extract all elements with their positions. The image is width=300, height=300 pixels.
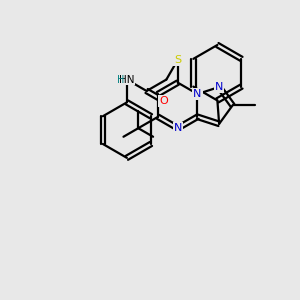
Text: N: N [215, 82, 223, 92]
Text: N: N [174, 123, 182, 133]
Text: H: H [116, 75, 124, 85]
Text: S: S [174, 55, 181, 65]
Text: HN: HN [119, 75, 135, 85]
Text: O: O [159, 96, 168, 106]
Text: N: N [193, 89, 202, 99]
